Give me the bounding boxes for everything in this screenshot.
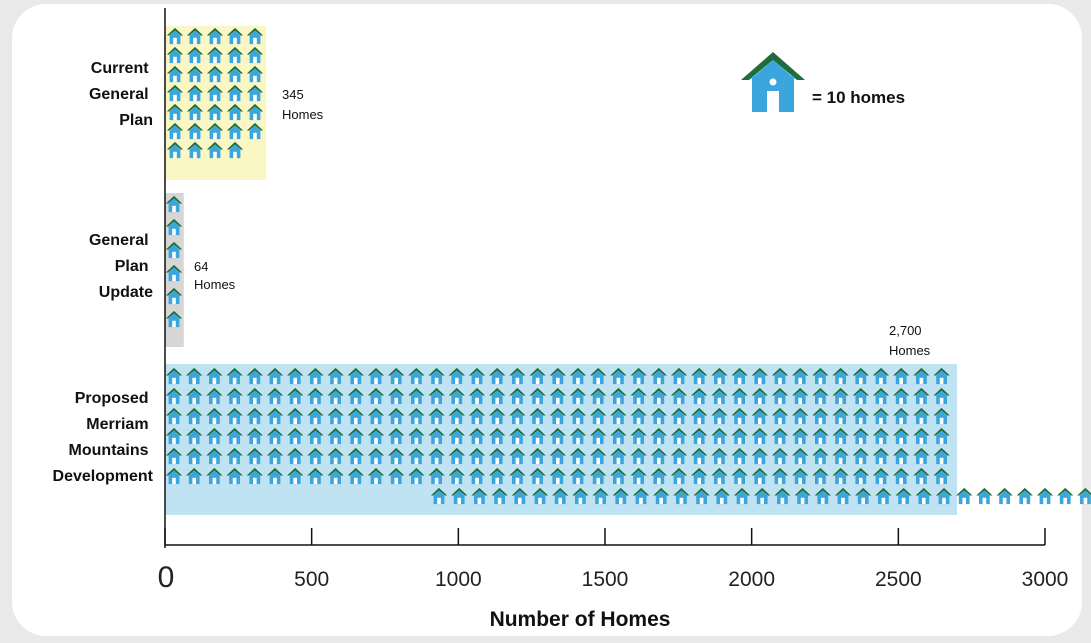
value-label-proposed-merriam-mountains: 2,700 Homes [889,323,931,358]
category-label-general-plan-update: General Plan Update [89,232,153,301]
x-axis-ticks: 0 500 1000 1500 2000 2500 3000 [158,528,1069,594]
x-tick-label: 3000 [1022,568,1069,591]
house-icon [956,487,973,505]
house-icon [1016,487,1033,505]
value-label-current-general-plan: 345 Homes [282,87,324,122]
legend: = 10 homes [741,52,905,112]
category-label-current-general-plan: Current General Plan [89,60,153,129]
x-tick-label: 1500 [582,568,629,591]
x-tick-label: 2500 [875,568,922,591]
house-icon [976,487,993,505]
house-icon [1036,487,1054,505]
house-icon [996,487,1013,505]
x-tick-label: 2000 [728,568,775,591]
category-label-proposed-merriam-mountains: Proposed Merriam Mountains Development [53,390,154,485]
value-label-general-plan-update: 64 Homes [194,259,236,292]
house-icon [1057,487,1074,505]
x-tick-label: 0 [158,561,175,594]
x-tick-label: 1000 [435,568,482,591]
legend-text: = 10 homes [812,88,905,107]
house-icon [1077,487,1091,505]
x-tick-label: 500 [294,568,329,591]
x-axis-title: Number of Homes [490,608,671,631]
legend-house-icon [741,52,805,112]
